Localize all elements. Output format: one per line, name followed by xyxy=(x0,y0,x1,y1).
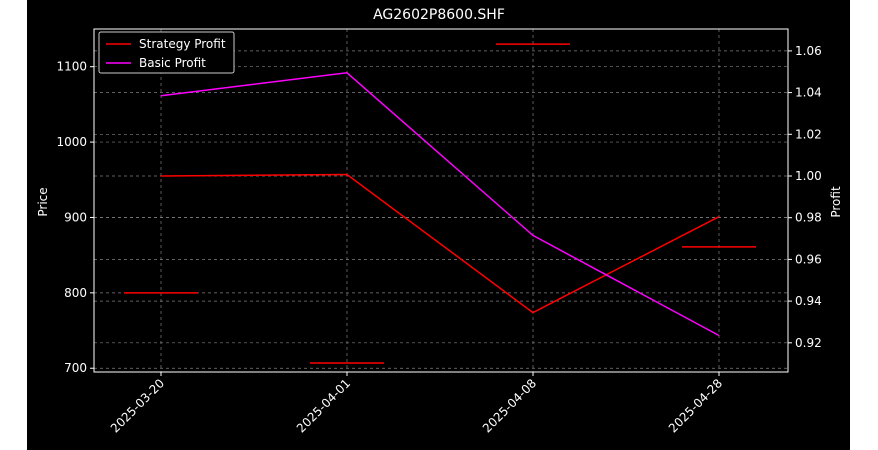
y-tick-label-right: 1.00 xyxy=(795,169,822,183)
series-lines-layer xyxy=(160,72,720,337)
y-tick-label-right: 1.04 xyxy=(795,86,822,100)
plot-frame xyxy=(93,28,789,373)
y-tick-label-left: 1100 xyxy=(56,60,87,74)
legend-box xyxy=(98,31,235,74)
y-tick-label-left: 800 xyxy=(64,286,87,300)
legend: Strategy Profit Basic Profit xyxy=(98,31,235,74)
y-tick-label-left: 900 xyxy=(64,210,87,224)
series-line-strategy-profit xyxy=(160,173,720,314)
legend-label-basic: Basic Profit xyxy=(139,56,206,70)
y-axis-label-left: Price xyxy=(36,187,50,216)
y-tick-label-right: 0.92 xyxy=(795,336,822,350)
y-tick-label-right: 0.94 xyxy=(795,294,822,308)
y-tick-label-left: 1000 xyxy=(56,135,87,149)
y-tick-label-left: 700 xyxy=(64,361,87,375)
x-tick-label: 2025-04-08 xyxy=(480,376,539,435)
price-bars-layer xyxy=(124,43,756,364)
chart-svg: 700 800 900 1000 1100 0.92 0.94 0.96 0.98 1.00 1.0… xyxy=(36,7,843,435)
series-line-basic-profit xyxy=(160,72,720,337)
grid-layer xyxy=(94,29,788,372)
legend-label-strategy: Strategy Profit xyxy=(139,37,226,51)
axes-layer: 700 800 900 1000 1100 0.92 0.94 0.96 0.98 1.00 1.0… xyxy=(56,28,822,435)
y-tick-label-right: 0.96 xyxy=(795,252,822,266)
y-axis-label-right: Profit xyxy=(829,186,843,218)
y-tick-label-right: 1.06 xyxy=(795,44,822,58)
x-tick-label: 2025-04-28 xyxy=(666,376,725,435)
x-tick-label: 2025-04-01 xyxy=(294,376,353,435)
chart-title: AG2602P8600.SHF xyxy=(373,7,505,23)
chart-figure: 700 800 900 1000 1100 0.92 0.94 0.96 0.98 1.00 1.0… xyxy=(27,0,850,450)
x-tick-label: 2025-03-20 xyxy=(108,376,167,435)
y-tick-label-right: 0.98 xyxy=(795,211,822,225)
y-tick-label-right: 1.02 xyxy=(795,127,822,141)
